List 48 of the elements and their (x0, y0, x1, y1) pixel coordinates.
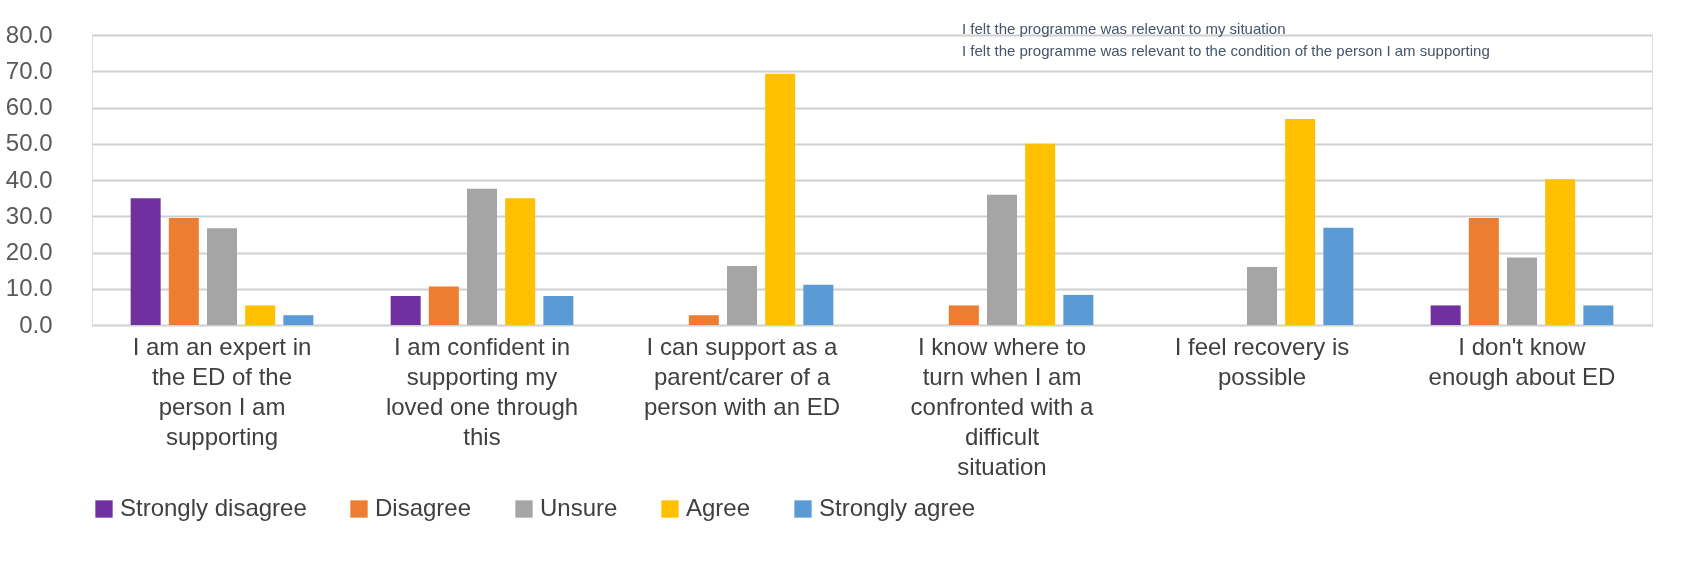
bar (765, 73, 796, 325)
bar (1507, 257, 1537, 325)
bar (1323, 227, 1354, 325)
bar (1247, 267, 1277, 325)
bar (390, 296, 421, 325)
bar (467, 188, 497, 325)
bar (543, 296, 574, 325)
bar (1285, 119, 1316, 325)
bar (1468, 218, 1499, 325)
annotation: I felt the programme was relevant to the condition of the person I am supporting (962, 42, 1490, 59)
bar (505, 198, 536, 325)
y-tick-label: 50.0 (5, 129, 53, 157)
bar (207, 228, 237, 325)
legend-label: Unsure (540, 494, 618, 521)
x-tick-label: I am confident in supporting my loved one through this (385, 332, 579, 450)
bar (130, 198, 161, 325)
bar (1430, 305, 1461, 325)
x-tick-label: I am an expert in the ED of the person I am supporting (132, 332, 312, 450)
bar (168, 218, 199, 325)
annotation: I felt the programme was relevant to my situation (962, 20, 1286, 37)
bar (987, 194, 1017, 325)
y-tick-label: 80.0 (5, 20, 53, 48)
x-tick-label: I know where to turn when I am confronted with a difficult situation (910, 332, 1095, 480)
legend-label: Strongly agree (819, 494, 976, 521)
bar (1063, 294, 1094, 325)
y-tick-label: 30.0 (5, 201, 53, 229)
bar (1545, 179, 1576, 325)
legend-label: Agree (686, 494, 751, 521)
bar (283, 315, 314, 325)
bar (1583, 305, 1614, 325)
y-tick-label: 60.0 (5, 93, 53, 120)
bar (1025, 143, 1056, 325)
y-tick-label: 20.0 (5, 238, 53, 265)
bar (803, 284, 834, 325)
legend-label: Strongly disagree (120, 494, 307, 521)
x-tick-label: I feel recovery is possible (1174, 332, 1350, 390)
y-tick-label: 10.0 (5, 274, 53, 302)
legend-label: Disagree (375, 494, 472, 521)
y-tick-label: 40.0 (5, 165, 53, 193)
bar (428, 286, 459, 325)
y-tick-label: 0.0 (19, 310, 53, 338)
bar (688, 315, 719, 325)
y-tick-label: 70.0 (5, 56, 53, 84)
x-tick-label: I can support as a parent/carer of a person with an ED (643, 332, 841, 420)
x-tick-label: I don't know enough about ED (1428, 332, 1616, 390)
bar (245, 305, 276, 325)
bar (727, 265, 757, 325)
bar (948, 305, 979, 325)
